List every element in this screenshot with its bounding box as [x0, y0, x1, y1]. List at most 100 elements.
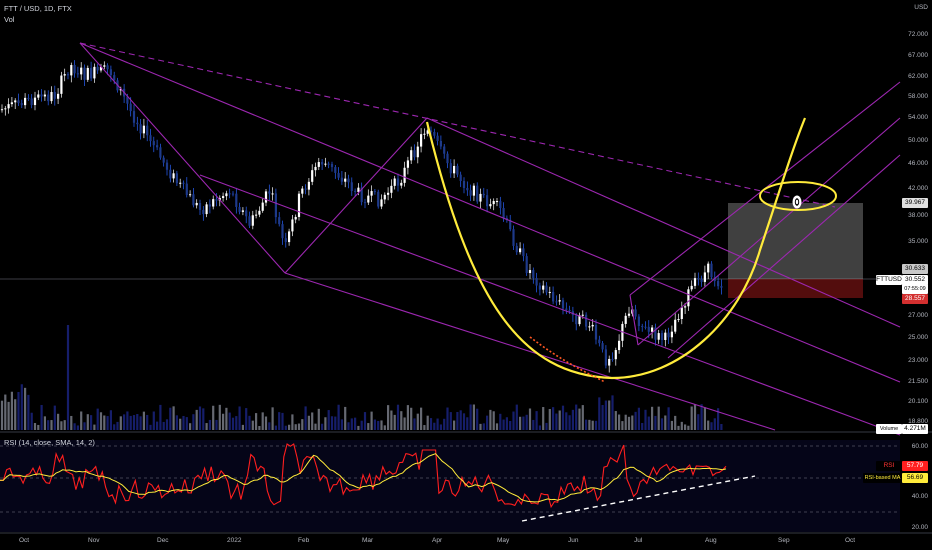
volume-bar	[337, 404, 340, 430]
volume-bar	[198, 406, 202, 430]
volume-bar	[604, 400, 607, 430]
volume-bar	[344, 406, 347, 430]
candle-body	[657, 333, 660, 340]
volume-bar	[697, 414, 700, 430]
candle-body	[565, 308, 568, 310]
price-tick: 21.500	[908, 378, 928, 385]
candle-body	[581, 314, 584, 316]
candle-body	[162, 157, 165, 163]
candle-body	[542, 285, 545, 290]
rsi-line	[0, 443, 727, 509]
candle-body	[301, 188, 304, 194]
candle-body	[624, 315, 627, 324]
volume-bar	[14, 399, 17, 430]
volume-bar	[429, 418, 433, 430]
volume-bar	[634, 411, 637, 430]
candle-body	[561, 300, 565, 309]
candle-body	[710, 263, 713, 278]
candle-body	[459, 174, 462, 182]
volume-bar	[149, 424, 152, 430]
candle-body	[512, 229, 515, 246]
volume-bar	[410, 407, 413, 430]
candle-body	[208, 204, 211, 207]
volume-bar	[403, 417, 406, 430]
volume-bar	[479, 423, 482, 430]
candle-body	[175, 173, 178, 184]
price-tick: 72.000	[908, 31, 928, 38]
volume-bar	[311, 412, 314, 430]
volume-bar	[538, 425, 541, 430]
rsi-indicator-label[interactable]: RSI (14, close, SMA, 14, 2)	[4, 438, 95, 447]
candle-body	[146, 125, 149, 136]
volume-bar	[717, 408, 720, 430]
price-tick: 23.000	[908, 357, 928, 364]
volume-bar	[241, 424, 244, 430]
volume-bar	[446, 407, 449, 430]
candle-body	[363, 202, 367, 204]
candle-body	[700, 278, 703, 282]
candle-body	[684, 306, 687, 308]
volume-bar	[532, 419, 535, 430]
volume-bar	[703, 407, 706, 430]
volume-bar	[93, 424, 96, 430]
volume-bar	[561, 405, 565, 430]
candle-body	[479, 193, 482, 202]
volume-bar	[139, 416, 142, 430]
candle-body	[172, 173, 175, 179]
volume-bar	[360, 420, 363, 430]
candle-body	[10, 102, 13, 105]
volume-bar	[548, 409, 551, 430]
candle-body	[720, 286, 723, 288]
candle-body	[106, 65, 109, 70]
candle-body	[314, 166, 317, 171]
price-tick: 46.000	[908, 160, 928, 167]
volume-bar	[271, 407, 274, 430]
volume-bar	[146, 414, 149, 430]
candle-body	[103, 65, 106, 67]
volume-bar	[314, 423, 317, 430]
candle-body	[677, 318, 680, 320]
volume-bar	[495, 423, 499, 430]
rsi-ma-tag-value: 56.69	[902, 473, 928, 483]
volume-bar	[156, 421, 159, 430]
candle-body	[324, 163, 327, 165]
volume-bar	[57, 413, 60, 430]
volume-bar	[466, 417, 469, 430]
candle-body	[96, 66, 99, 71]
candle-body	[433, 131, 436, 136]
rsi-tick: 20.00	[911, 524, 928, 531]
volume-bar	[317, 408, 320, 430]
volume-bar	[235, 416, 238, 430]
volume-bar	[555, 413, 558, 430]
rsi-tag-label: RSI	[876, 461, 902, 471]
volume-bar	[383, 425, 386, 430]
candle-body	[212, 199, 215, 207]
volume-bar	[208, 419, 211, 430]
bottom-dots	[529, 336, 606, 383]
volume-bar	[228, 412, 231, 430]
volume-bar	[542, 407, 545, 430]
target-zone	[728, 203, 863, 279]
volume-bar	[90, 415, 93, 430]
time-tick: Jun	[568, 537, 579, 544]
candle-body	[43, 94, 46, 97]
candle-body	[165, 162, 169, 170]
candle-body	[644, 326, 647, 328]
candle-body	[37, 94, 40, 98]
volume-bar	[472, 404, 475, 430]
volume-bar	[439, 424, 442, 430]
volume-bar	[47, 420, 50, 430]
candle-body	[548, 291, 551, 293]
stop-zone	[728, 279, 863, 298]
volume-bar	[601, 405, 604, 430]
volume-bar	[363, 412, 367, 430]
volume-indicator-label[interactable]: Vol	[4, 15, 15, 24]
candle-body	[416, 146, 419, 158]
volume-bar	[519, 416, 522, 430]
symbol-title[interactable]: FTT / USD, 1D, FTX	[4, 4, 72, 13]
volume-bar	[238, 406, 241, 430]
price-tick: 38.000	[908, 212, 928, 219]
candle-body	[132, 111, 136, 123]
